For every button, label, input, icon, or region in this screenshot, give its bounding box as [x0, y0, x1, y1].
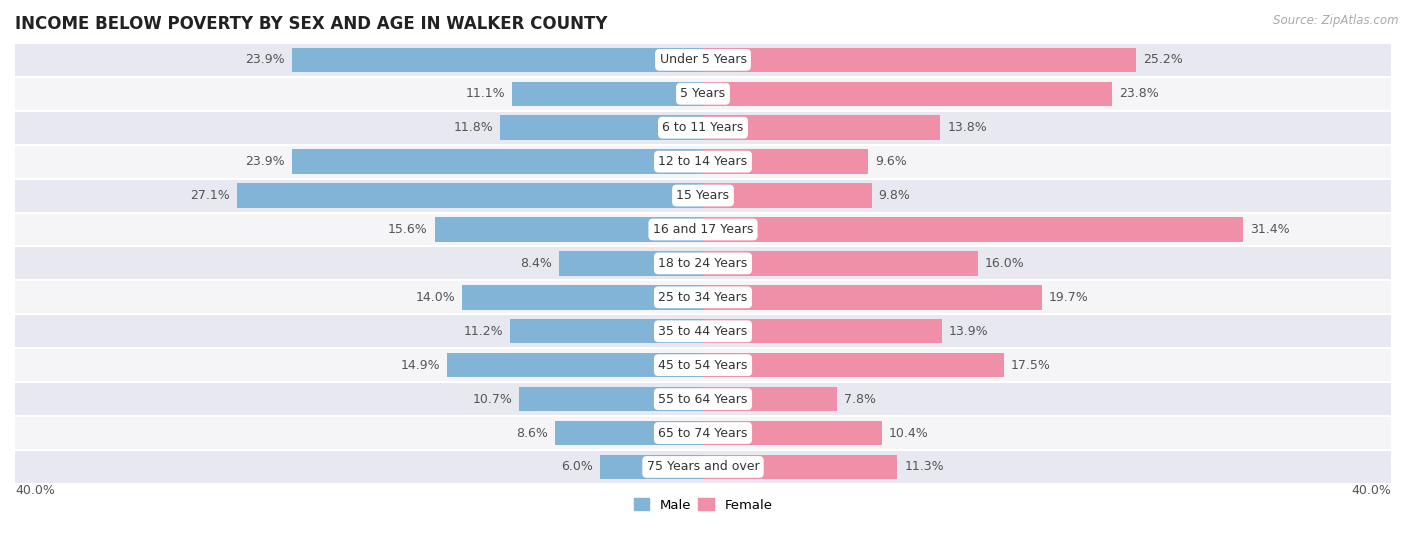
Text: 31.4%: 31.4% [1250, 223, 1289, 236]
Text: INCOME BELOW POVERTY BY SEX AND AGE IN WALKER COUNTY: INCOME BELOW POVERTY BY SEX AND AGE IN W… [15, 15, 607, 33]
Text: 5 Years: 5 Years [681, 87, 725, 100]
Bar [703, 319, 942, 343]
Bar [15, 178, 1391, 212]
Bar [15, 348, 1391, 382]
Text: 75 Years and over: 75 Years and over [647, 461, 759, 473]
Text: 23.9%: 23.9% [246, 53, 285, 67]
Bar [703, 285, 1042, 310]
Bar [434, 217, 703, 241]
Text: 25 to 34 Years: 25 to 34 Years [658, 291, 748, 304]
Bar [703, 353, 1004, 377]
Bar [703, 82, 1112, 106]
Bar [15, 382, 1391, 416]
Text: 9.8%: 9.8% [879, 189, 910, 202]
Text: 65 to 74 Years: 65 to 74 Years [658, 427, 748, 439]
Bar [555, 421, 703, 445]
Bar [703, 183, 872, 208]
Text: 11.2%: 11.2% [464, 325, 503, 338]
Text: Source: ZipAtlas.com: Source: ZipAtlas.com [1274, 14, 1399, 27]
Text: 11.3%: 11.3% [904, 461, 943, 473]
Bar [703, 217, 1243, 241]
Text: 14.0%: 14.0% [416, 291, 456, 304]
Text: 23.9%: 23.9% [246, 155, 285, 168]
Bar [15, 77, 1391, 111]
Bar [15, 416, 1391, 450]
Bar [703, 454, 897, 479]
Bar [600, 454, 703, 479]
Bar [15, 43, 1391, 77]
Bar [501, 116, 703, 140]
Text: 14.9%: 14.9% [401, 359, 440, 372]
Text: 8.4%: 8.4% [520, 257, 551, 270]
Text: 40.0%: 40.0% [15, 484, 55, 497]
Text: 19.7%: 19.7% [1049, 291, 1088, 304]
Text: 10.4%: 10.4% [889, 427, 928, 439]
Bar [15, 314, 1391, 348]
Bar [703, 48, 1136, 72]
Text: 27.1%: 27.1% [190, 189, 231, 202]
Text: 23.8%: 23.8% [1119, 87, 1159, 100]
Bar [703, 421, 882, 445]
Bar [703, 116, 941, 140]
Bar [703, 149, 868, 174]
Text: 7.8%: 7.8% [844, 392, 876, 406]
Bar [15, 212, 1391, 247]
Text: 17.5%: 17.5% [1011, 359, 1050, 372]
Text: 40.0%: 40.0% [1351, 484, 1391, 497]
Bar [15, 145, 1391, 178]
Bar [558, 251, 703, 276]
Text: 11.8%: 11.8% [453, 121, 494, 134]
Bar [519, 387, 703, 411]
Bar [510, 319, 703, 343]
Text: 15.6%: 15.6% [388, 223, 427, 236]
Text: 25.2%: 25.2% [1143, 53, 1182, 67]
Text: 16 and 17 Years: 16 and 17 Years [652, 223, 754, 236]
Bar [447, 353, 703, 377]
Bar [703, 251, 979, 276]
Text: 12 to 14 Years: 12 to 14 Years [658, 155, 748, 168]
Bar [703, 387, 837, 411]
Text: 16.0%: 16.0% [986, 257, 1025, 270]
Text: 6 to 11 Years: 6 to 11 Years [662, 121, 744, 134]
Bar [512, 82, 703, 106]
Bar [15, 281, 1391, 314]
Text: 8.6%: 8.6% [516, 427, 548, 439]
Text: 6.0%: 6.0% [561, 461, 593, 473]
Bar [15, 450, 1391, 484]
Text: 10.7%: 10.7% [472, 392, 512, 406]
Text: 13.8%: 13.8% [948, 121, 987, 134]
Bar [292, 149, 703, 174]
Text: 11.1%: 11.1% [465, 87, 505, 100]
Bar [236, 183, 703, 208]
Text: 13.9%: 13.9% [949, 325, 988, 338]
Legend: Male, Female: Male, Female [628, 493, 778, 517]
Text: 18 to 24 Years: 18 to 24 Years [658, 257, 748, 270]
Bar [15, 247, 1391, 281]
Text: 15 Years: 15 Years [676, 189, 730, 202]
Bar [463, 285, 703, 310]
Text: 45 to 54 Years: 45 to 54 Years [658, 359, 748, 372]
Bar [15, 111, 1391, 145]
Text: 9.6%: 9.6% [875, 155, 907, 168]
Text: 35 to 44 Years: 35 to 44 Years [658, 325, 748, 338]
Text: Under 5 Years: Under 5 Years [659, 53, 747, 67]
Bar [292, 48, 703, 72]
Text: 55 to 64 Years: 55 to 64 Years [658, 392, 748, 406]
